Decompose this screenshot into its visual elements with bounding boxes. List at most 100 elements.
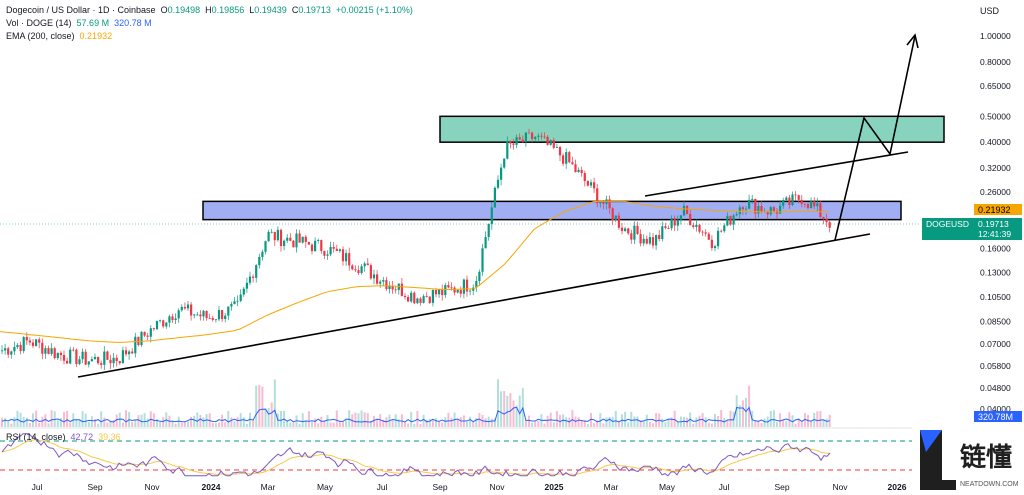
projection-path[interactable] [834,35,916,241]
candle-body [785,197,788,201]
volume-bar [311,421,313,427]
candle-body [664,226,667,228]
volume-bar [264,408,267,427]
candle-body [710,239,713,249]
candle-body [400,283,403,296]
candle-body [35,339,38,346]
volume-bar [555,411,558,427]
candle-body [258,256,261,266]
candle-body [270,231,273,233]
price-tick: 0.04800 [980,383,1011,393]
candle-body [357,270,360,274]
candle-body [128,351,131,355]
candle-body [813,201,816,207]
candle-body [465,279,469,292]
volume-bar [500,391,503,427]
volume-bar [552,422,555,427]
volume-label: Vol · DOGE (14) [6,18,72,28]
candle-body [341,249,345,262]
volume-bar [636,416,639,427]
candle-body [159,320,162,322]
candle-body [608,199,611,209]
candle-body [7,348,10,355]
time-axis[interactable]: Jul Sep Nov 2024 Mar May Jul Sep Nov 2025 Mar May Ju… [32,482,907,492]
volume-bar [270,402,273,427]
low-label: L [249,5,255,15]
logo-en-text: NEATDOWN.COM [960,481,1019,488]
candle-body [577,169,580,173]
volume-bar [537,420,540,427]
candle-body [168,316,171,323]
volume-bar [323,420,326,427]
candle-body [348,253,351,266]
volume-bar [410,411,413,427]
support-zone[interactable] [202,200,902,221]
time-tick: Sep [432,482,447,492]
volume-bar [596,420,599,427]
candle-body [59,352,62,356]
volume-bar [44,414,47,427]
volume-bar [304,420,307,427]
volume-bar [422,414,425,427]
volume-bar [729,410,732,427]
time-tick: Nov [832,482,848,492]
candle-body [655,235,658,246]
time-tick: Sep [87,482,102,492]
candle-body [803,203,806,205]
candle-body [645,238,648,244]
candle-body [180,306,183,311]
volume-bar [354,412,357,427]
volume-bar [183,421,186,427]
volume-bar [565,417,568,427]
time-tick: Mar [261,482,276,492]
price-tick: 0.08500 [980,317,1011,327]
candle-body [667,227,670,229]
candle-body [388,285,391,290]
ema-label: EMA (200, close) [6,31,75,41]
candle-body [155,321,159,330]
candle-body [307,241,310,245]
volume-bar [624,411,627,427]
volume-bar [735,395,738,427]
candle-body [459,290,462,294]
volume-bar [772,410,775,427]
candle-body [524,132,527,142]
upper-trendline[interactable] [644,151,909,197]
time-tick: 2024 [202,482,221,492]
time-tick: Jul [377,482,388,492]
volume-bar [366,413,369,427]
rsi-ma-line [1,439,830,476]
candle-body [211,318,214,320]
time-tick: Sep [774,482,789,492]
candle-body [273,231,276,241]
candle-body [602,201,605,204]
candle-body [72,349,75,351]
candle-body [10,351,13,355]
lower-trendline[interactable] [77,233,871,378]
candle-body [509,140,512,144]
volume-ma-line [1,406,830,423]
price-axis[interactable]: 1.00000 0.80000 0.65000 0.50000 0.40000 0.320… [980,31,1011,414]
volume-bar [38,423,41,427]
candle-body [124,350,128,355]
candle-body [239,294,242,301]
rsi-line [1,433,831,477]
volume-bar [441,422,444,427]
candle-body [81,351,84,360]
price-tick: 0.05800 [980,361,1011,371]
candle-body [735,214,738,216]
candle-body [487,224,490,237]
volume-bar [47,423,50,427]
candle-body [658,235,661,240]
volume-bar [202,417,205,427]
candle-body [140,331,143,346]
candle-body [112,357,115,364]
candle-body [806,203,810,209]
volume-bar [348,410,351,427]
volume-bar [797,418,800,427]
candle-body [394,289,397,291]
candle-body [791,194,794,205]
candle-body [425,296,428,297]
volume-bar [605,417,608,427]
candle-body [106,351,109,360]
